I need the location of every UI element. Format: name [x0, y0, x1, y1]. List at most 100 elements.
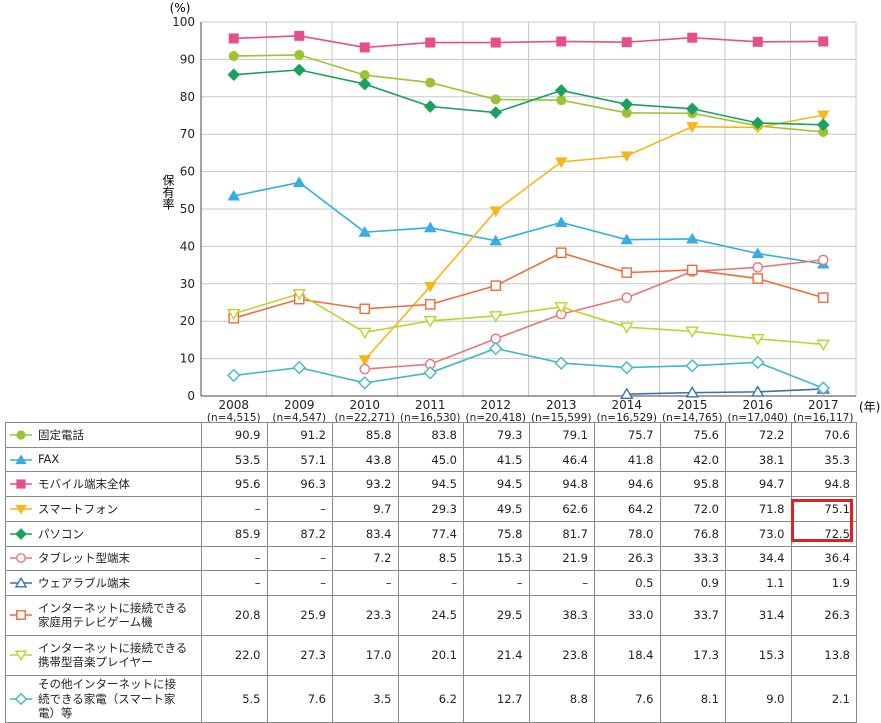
data-point: [620, 97, 634, 111]
legend-marker: [16, 479, 26, 489]
data-point: [490, 37, 501, 48]
table-row: モバイル端末全体 95.6 96.3 93.2 94.5 94.5 94.8 94.6 95.8…: [5, 471, 857, 498]
series-name: FAX: [38, 452, 60, 467]
series-line: [233, 181, 824, 265]
table-cell: 43.8: [332, 446, 399, 473]
table-cell: 91.2: [266, 422, 333, 448]
table-cell: 2.1: [790, 674, 857, 723]
table-cell: 38.3: [528, 595, 595, 636]
x-tick-year: 2015: [677, 398, 708, 412]
legend-marker: [14, 650, 28, 662]
series-line: [233, 35, 824, 49]
table-cell: 96.3: [266, 471, 333, 498]
table-cell: 35.3: [790, 446, 857, 473]
table-cell: 33.0: [594, 595, 661, 636]
table-cell: 72.5: [790, 520, 857, 547]
table-cell: 0.5: [594, 570, 661, 597]
series-name: その他インターネットに接 続できる家電（スマート家 電）等: [38, 677, 176, 720]
table-cell: 79.3: [463, 422, 530, 448]
row-label-cell: スマートフォン: [5, 496, 202, 522]
data-point: [423, 315, 437, 328]
x-tick-year: 2011: [415, 398, 446, 412]
legend-marker: [15, 527, 27, 540]
table-cell: 6.2: [397, 674, 464, 723]
table-cell: 41.8: [594, 446, 661, 473]
table-cell: 94.8: [790, 471, 857, 498]
table-cell: 87.2: [266, 520, 333, 547]
data-point: [817, 292, 829, 303]
data-point: [751, 247, 764, 259]
table-cell: 81.7: [528, 520, 595, 547]
series-line: [233, 251, 824, 319]
data-point: [687, 32, 698, 43]
data-point: [359, 42, 370, 53]
table-cell: 93.2: [332, 471, 399, 498]
table-row: 固定電話 90.9 91.2 85.8 83.8 79.3 79.1 75.7 75.6 72.2…: [5, 422, 857, 448]
data-point: [423, 366, 437, 380]
row-label-cell: 固定電話: [5, 422, 202, 448]
table-cell: 95.8: [659, 471, 726, 498]
data-point: [228, 51, 239, 62]
y-tick-label: 100: [172, 15, 195, 29]
series-name: パソコン: [38, 526, 84, 541]
table-cell: 23.3: [332, 595, 399, 636]
data-point: [686, 232, 699, 244]
data-point: [620, 233, 633, 245]
table-cell: 9.0: [725, 674, 792, 723]
y-tick-label: 80: [180, 90, 195, 104]
legend-swatch-icon: [10, 504, 32, 515]
table-cell: 57.1: [266, 446, 333, 473]
table-cell: 75.6: [659, 422, 726, 448]
data-point: [358, 226, 371, 237]
series-line: [364, 114, 824, 361]
table-cell: –: [463, 570, 530, 597]
x-tick-n: (n=14,765): [662, 412, 722, 422]
y-tick-label: 40: [180, 239, 195, 253]
y-tick-label: 10: [180, 352, 195, 366]
legend-marker: [14, 692, 28, 705]
legend-marker: [16, 430, 26, 440]
table-cell: 64.2: [594, 496, 661, 522]
table-cell: 72.0: [659, 496, 726, 522]
table-cell: 94.6: [594, 471, 661, 498]
x-tick-year: 2012: [480, 398, 511, 412]
data-point: [554, 356, 568, 370]
legend-marker: [15, 504, 27, 515]
series-name: ウェアラブル端末: [38, 575, 130, 590]
data-point: [686, 264, 698, 276]
table-cell: –: [266, 496, 333, 522]
data-point: [358, 355, 371, 366]
row-label-cell: FAX: [5, 446, 202, 473]
data-point: [424, 299, 436, 310]
data-point: [294, 49, 305, 60]
data-point: [293, 176, 306, 187]
row-label-cell: パソコン: [5, 520, 202, 547]
table-cell: 18.4: [594, 634, 661, 676]
data-point: [359, 303, 371, 315]
row-label-cell: その他インターネットに接 続できる家電（スマート家 電）等: [5, 674, 202, 723]
data-point: [817, 254, 829, 266]
data-point: [685, 385, 699, 398]
table-cell: 94.8: [528, 471, 595, 498]
y-tick-label: 60: [180, 165, 195, 179]
data-point: [227, 368, 241, 383]
data-point: [621, 267, 633, 278]
table-row: スマートフォン – –9.7 29.3 49.5 62.6 64.2 72.0 71.8 75.1: [5, 496, 857, 522]
table-row: インターネットに接続できる 家庭用テレビゲーム機 20.8 25.9 23.3 24.5 2…: [5, 595, 857, 636]
data-point: [817, 110, 830, 122]
legend-swatch-icon: [10, 553, 32, 564]
table-cell: 46.4: [528, 446, 595, 473]
table-cell: 85.8: [332, 422, 399, 448]
x-tick-year: 2014: [611, 398, 642, 412]
x-tick-n: (n=15,599): [531, 412, 591, 422]
data-point: [751, 355, 765, 370]
legend-marker: [16, 610, 26, 621]
table-cell: 17.3: [659, 634, 726, 676]
table-cell: 17.0: [332, 634, 399, 676]
row-label-cell: ウェアラブル端末: [5, 570, 202, 597]
data-point: [751, 116, 765, 130]
table-cell: 21.4: [463, 634, 530, 676]
legend-swatch-icon: [10, 650, 32, 662]
data-point: [425, 37, 436, 48]
table-cell: 7.2: [332, 545, 399, 572]
